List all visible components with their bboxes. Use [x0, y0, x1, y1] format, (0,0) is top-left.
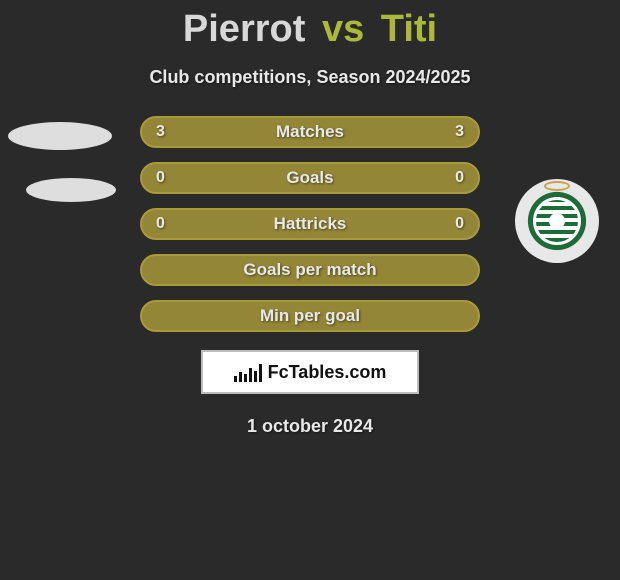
player-2-name: Titi — [381, 8, 437, 50]
player-1-name: Pierrot — [183, 8, 305, 50]
stat-left-value: 3 — [156, 123, 165, 141]
vs-separator: vs — [316, 8, 370, 50]
right-club-crest — [515, 179, 599, 263]
crest-icon — [523, 187, 591, 255]
subtitle: Club competitions, Season 2024/2025 — [0, 67, 620, 88]
stat-label: Hattricks — [274, 214, 347, 234]
stat-left-value: 0 — [156, 169, 165, 187]
comparison-title: Pierrot vs Titi — [0, 0, 620, 51]
stat-right-value: 0 — [455, 215, 464, 233]
stat-label: Min per goal — [260, 306, 360, 326]
left-badge-placeholder-2 — [26, 178, 116, 202]
stat-right-value: 0 — [455, 169, 464, 187]
stat-row-goals: 0 Goals 0 — [140, 162, 480, 194]
stat-row-goals-per-match: Goals per match — [140, 254, 480, 286]
stat-label: Matches — [276, 122, 344, 142]
stat-row-min-per-goal: Min per goal — [140, 300, 480, 332]
stat-row-matches: 3 Matches 3 — [140, 116, 480, 148]
snapshot-date: 1 october 2024 — [0, 416, 620, 437]
brand-text: FcTables.com — [268, 362, 387, 383]
stat-right-value: 3 — [455, 123, 464, 141]
bar-chart-icon — [234, 362, 262, 382]
left-badge-placeholder-1 — [8, 122, 112, 150]
brand-attribution: FcTables.com — [201, 350, 419, 394]
stat-row-hattricks: 0 Hattricks 0 — [140, 208, 480, 240]
stat-label: Goals — [286, 168, 333, 188]
stat-left-value: 0 — [156, 215, 165, 233]
stat-label: Goals per match — [243, 260, 376, 280]
stats-rows: 3 Matches 3 0 Goals 0 0 Hattricks 0 Goal… — [140, 116, 480, 332]
